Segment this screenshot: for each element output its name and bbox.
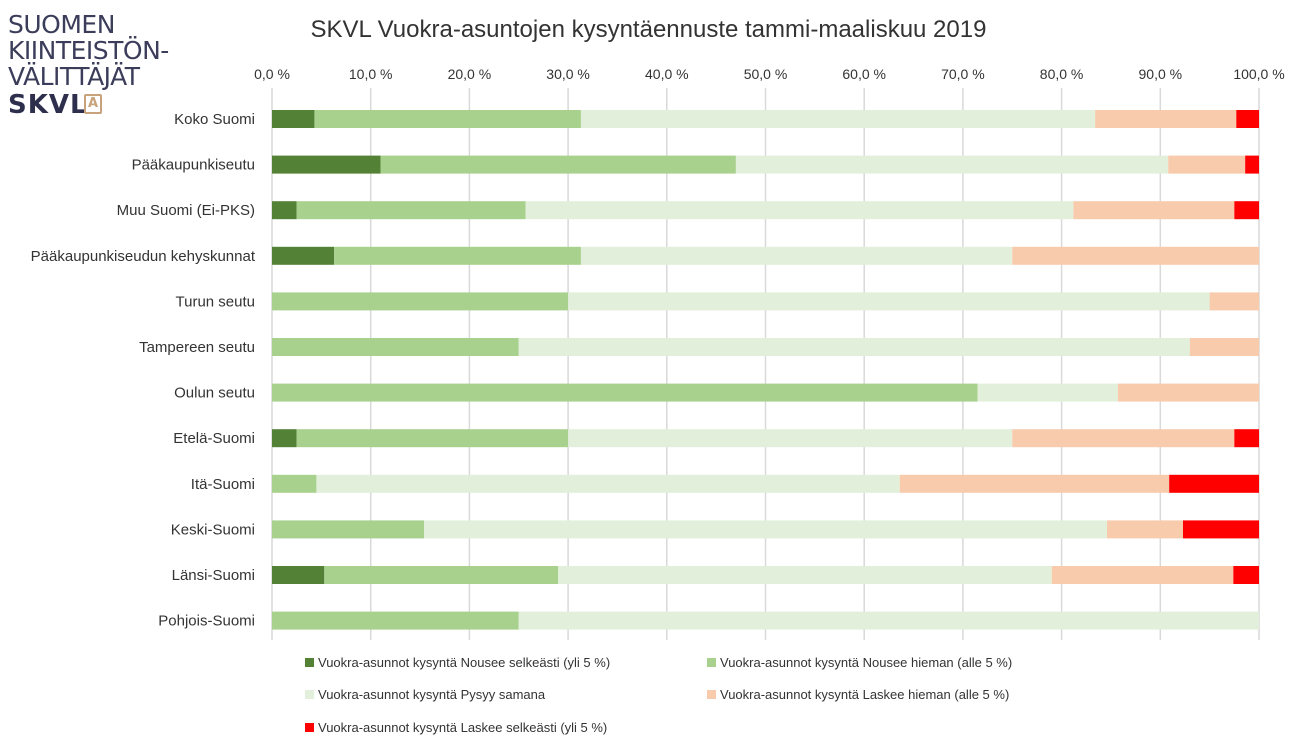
bar-segment (1234, 429, 1259, 448)
bar-segment (316, 474, 900, 493)
bar-segment (272, 292, 569, 311)
bar-segment (272, 429, 297, 448)
logo-house-badge-icon: A (84, 94, 102, 114)
legend-item: Vuokra-asunnot kysyntä Pysyy samana (305, 687, 545, 702)
bar-segment (272, 611, 519, 630)
bar-segment (580, 246, 1013, 265)
x-tick-label: 100,0 % (1233, 66, 1284, 82)
bar-segment (568, 429, 1013, 448)
bar-segment (1189, 338, 1259, 356)
bar-segment (580, 110, 1096, 128)
bar-segment (1095, 110, 1237, 128)
x-tick-label: 20,0 % (448, 66, 492, 82)
legend-swatch (707, 690, 716, 700)
bar-segment (296, 429, 569, 448)
bar-segment (272, 155, 381, 174)
x-tick-label: 50,0 % (744, 66, 788, 82)
bar-segment (1107, 520, 1184, 539)
bar-segment (314, 110, 581, 128)
logo-brand: SKVL (8, 90, 88, 120)
bar-segment (272, 520, 424, 539)
bar-segment (568, 292, 1210, 311)
legend-label: Vuokra-asunnot kysyntä Laskee hieman (al… (720, 687, 1010, 702)
category-label: Pääkaupunkiseudun kehyskunnat (31, 248, 256, 265)
bar-segment (1012, 246, 1259, 265)
x-tick-label: 0,0 % (254, 66, 290, 82)
category-label: Turun seutu (176, 293, 256, 310)
category-label: Tampereen seutu (139, 339, 255, 356)
bar-segment (1012, 429, 1235, 448)
legend-label: Vuokra-asunnot kysyntä Nousee hieman (al… (720, 655, 1013, 670)
category-label: Keski-Suomi (171, 521, 255, 538)
bar-segment (1245, 155, 1259, 174)
x-tick-label: 70,0 % (941, 66, 985, 82)
legend-swatch (305, 658, 314, 668)
bar-segment (518, 338, 1190, 356)
bar-segment (1236, 110, 1259, 128)
bar-segment (1168, 155, 1246, 174)
bar-segment (272, 338, 519, 356)
bar-segment (272, 474, 317, 493)
x-tick-label: 80,0 % (1040, 66, 1084, 82)
x-tick-label: 30,0 % (546, 66, 590, 82)
logo-line-1: SUOMEN (8, 10, 115, 39)
bar-segment (899, 474, 1170, 493)
legend-item: Vuokra-asunnot kysyntä Nousee selkeästi … (305, 655, 610, 670)
x-tick-label: 10,0 % (349, 66, 393, 82)
bar-segment (272, 383, 978, 402)
legend-item: Vuokra-asunnot kysyntä Laskee hieman (al… (707, 687, 1009, 702)
bar-segment (1117, 383, 1259, 402)
category-label: Muu Suomi (Ei-PKS) (117, 202, 255, 219)
category-label: Itä-Suomi (191, 476, 255, 493)
logo-line-2: KIINTEISTÖN- (8, 36, 169, 65)
bar-segment (1183, 520, 1259, 539)
logo-line-3: VÄLITTÄJÄT (8, 62, 140, 91)
bar-segment (1073, 201, 1235, 220)
x-tick-label: 40,0 % (645, 66, 689, 82)
bar-segment (423, 520, 1108, 539)
legend-swatch (707, 658, 716, 668)
bar-segment (272, 201, 297, 220)
legend-label: Vuokra-asunnot kysyntä Nousee selkeästi … (318, 655, 611, 670)
bar-segment (324, 566, 559, 584)
bar-segment (1234, 201, 1259, 220)
bar-segment (525, 201, 1074, 220)
skvl-logo: SUOMEN KIINTEISTÖN- VÄLITTÄJÄT SKVL A (8, 10, 183, 122)
x-tick-label: 90,0 % (1139, 66, 1183, 82)
legend-item: Vuokra-asunnot kysyntä Laskee selkeästi … (305, 720, 607, 735)
chart-title: SKVL Vuokra-asuntojen kysyntäennuste tam… (310, 16, 987, 43)
bar-segment (334, 246, 581, 265)
legend-item: Vuokra-asunnot kysyntä Nousee hieman (al… (707, 655, 1012, 670)
legend-swatch (305, 723, 314, 733)
bar-segment (296, 201, 526, 220)
bar-segment (1233, 566, 1259, 584)
bar-segment (272, 110, 315, 128)
category-label: Koko Suomi (174, 111, 255, 128)
bar-segment (1209, 292, 1259, 311)
category-label: Pohjois-Suomi (158, 613, 255, 630)
category-label: Pääkaupunkiseutu (132, 157, 255, 174)
category-label: Oulun seutu (174, 385, 255, 402)
bar-segment (272, 566, 325, 584)
bar-segment (735, 155, 1169, 174)
x-tick-label: 60,0 % (842, 66, 886, 82)
category-label: Länsi-Suomi (172, 567, 255, 584)
bar-segment (272, 246, 335, 265)
legend-label: Vuokra-asunnot kysyntä Laskee selkeästi … (318, 720, 608, 735)
bar-segment (1051, 566, 1234, 584)
bar-segment (558, 566, 1052, 584)
bar-segment (518, 611, 1259, 630)
category-label: Etelä-Suomi (173, 430, 255, 447)
legend-swatch (305, 690, 314, 700)
bar-segment (1169, 474, 1259, 493)
bar-segment (977, 383, 1118, 402)
legend-label: Vuokra-asunnot kysyntä Pysyy samana (318, 687, 546, 702)
bar-segment (380, 155, 736, 174)
